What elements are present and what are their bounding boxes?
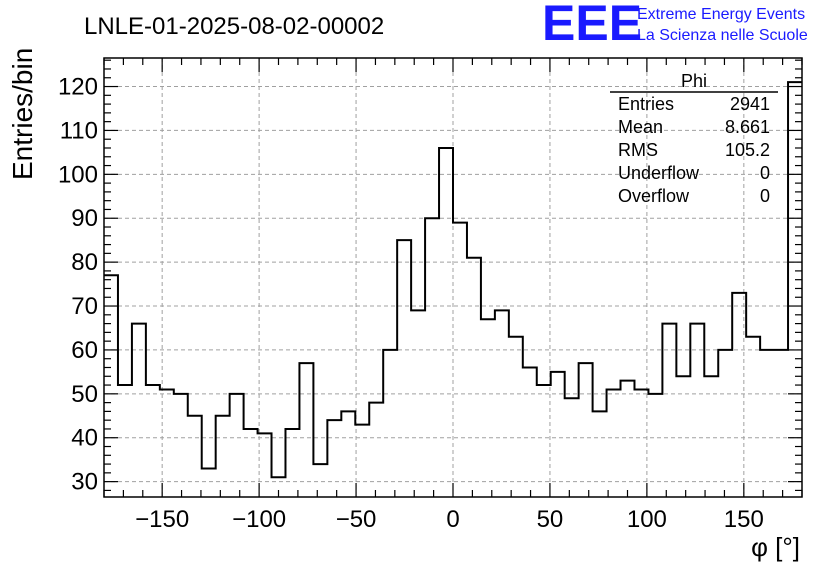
- histogram-bin: [174, 394, 188, 497]
- histogram-bin: [299, 363, 313, 497]
- histogram-bin: [397, 240, 411, 497]
- histogram-bin: [579, 363, 593, 497]
- histogram-bin: [648, 394, 662, 497]
- histogram-line: [104, 81, 802, 479]
- x-tick-label: −100: [232, 506, 286, 533]
- x-tick-label: 0: [446, 506, 459, 533]
- y-tick-label: 50: [71, 381, 98, 408]
- histogram-bin: [355, 425, 369, 497]
- histogram-bin: [160, 389, 174, 497]
- histogram-bin: [341, 411, 355, 497]
- histogram-bin: [411, 310, 425, 497]
- histogram-bin: [509, 337, 523, 497]
- y-tick-label: 100: [58, 161, 98, 188]
- stats-underflow-value: 0: [760, 163, 770, 183]
- x-tick-label: 150: [724, 506, 764, 533]
- stats-entries-label: Entries: [618, 94, 674, 114]
- histogram-bin: [593, 411, 607, 497]
- y-axis-ticks: 30 40 50 60 70 80 90 100 110 120: [58, 59, 802, 496]
- histogram-bin: [481, 319, 495, 497]
- histogram-bin: [523, 367, 537, 497]
- histogram-bin: [369, 403, 383, 497]
- histogram-bin: [202, 468, 216, 497]
- histogram-bin: [774, 350, 788, 497]
- histogram-bin: [718, 350, 732, 497]
- histogram-bin: [272, 477, 286, 497]
- histogram-bin: [551, 372, 565, 497]
- stats-rms-value: 105.2: [725, 140, 770, 160]
- histogram-bin: [607, 389, 621, 497]
- histogram-bin: [104, 275, 118, 497]
- histogram-bin: [425, 218, 439, 497]
- histogram-bin: [467, 258, 481, 497]
- histogram-bin: [118, 385, 132, 497]
- x-tick-label: 50: [537, 506, 564, 533]
- histogram-bin: [621, 381, 635, 497]
- histogram-bin: [760, 350, 774, 497]
- histogram-bin: [146, 385, 160, 497]
- histogram-bin: [132, 324, 146, 497]
- x-tick-label: 100: [627, 506, 667, 533]
- y-tick-label: 40: [71, 425, 98, 452]
- y-tick-label: 120: [58, 74, 98, 101]
- x-axis-label: φ [°]: [751, 532, 800, 562]
- y-tick-label: 90: [71, 205, 98, 232]
- x-tick-label: −150: [135, 506, 189, 533]
- logo-line-2: La Scienza nelle Scuole: [637, 27, 808, 44]
- eee-logo: EEE Extreme Energy Events La Scienza nel…: [542, 0, 808, 51]
- histogram-bin: [690, 324, 704, 497]
- stats-entries-value: 2941: [730, 94, 770, 114]
- stats-rms-label: RMS: [618, 140, 658, 160]
- y-tick-label: 110: [60, 117, 98, 144]
- eee-logo-text: EEE: [542, 0, 642, 51]
- histogram-bin: [453, 223, 467, 497]
- stats-underflow-label: Underflow: [618, 163, 700, 183]
- histogram-bin: [788, 82, 802, 497]
- logo-line-1: Extreme Energy Events: [637, 6, 805, 23]
- histogram-bin: [230, 394, 244, 497]
- y-axis-label: Entries/bin: [7, 48, 38, 180]
- histogram-bin: [662, 324, 676, 497]
- stats-mean-value: 8.661: [725, 117, 770, 137]
- histogram-bin: [439, 148, 453, 497]
- histogram-bin: [216, 416, 230, 497]
- histogram-bin: [258, 433, 272, 497]
- histogram-bin: [495, 310, 509, 497]
- y-tick-label: 80: [71, 249, 98, 276]
- histogram-bin: [676, 376, 690, 497]
- y-tick-label: 30: [71, 469, 98, 496]
- histogram-bin: [732, 293, 746, 497]
- histogram-bin: [285, 429, 299, 497]
- stats-mean-label: Mean: [618, 117, 663, 137]
- y-tick-label: 60: [71, 337, 98, 364]
- grid-lines: [104, 58, 802, 497]
- histogram-bin: [746, 337, 760, 497]
- histogram-bin: [188, 416, 202, 497]
- stats-overflow-value: 0: [760, 186, 770, 206]
- histogram-bin: [313, 464, 327, 497]
- chart-title: LNLE-01-2025-08-02-00002: [84, 13, 384, 40]
- histogram-bin: [634, 389, 648, 497]
- histogram-bin: [565, 398, 579, 497]
- x-tick-label: −50: [336, 506, 377, 533]
- stats-title: Phi: [681, 71, 707, 91]
- histogram-bin: [327, 420, 341, 497]
- histogram-bin: [383, 350, 397, 497]
- stats-overflow-label: Overflow: [618, 186, 690, 206]
- histogram-bin: [704, 376, 718, 497]
- y-tick-label: 70: [71, 293, 98, 320]
- x-axis-ticks: −150 −100 −50 0 50 100 150: [103, 58, 803, 533]
- histogram-bin: [244, 429, 258, 497]
- histogram-bin: [537, 385, 551, 497]
- stats-box: Phi Entries 2941 Mean 8.661 RMS 105.2 Un…: [610, 71, 778, 206]
